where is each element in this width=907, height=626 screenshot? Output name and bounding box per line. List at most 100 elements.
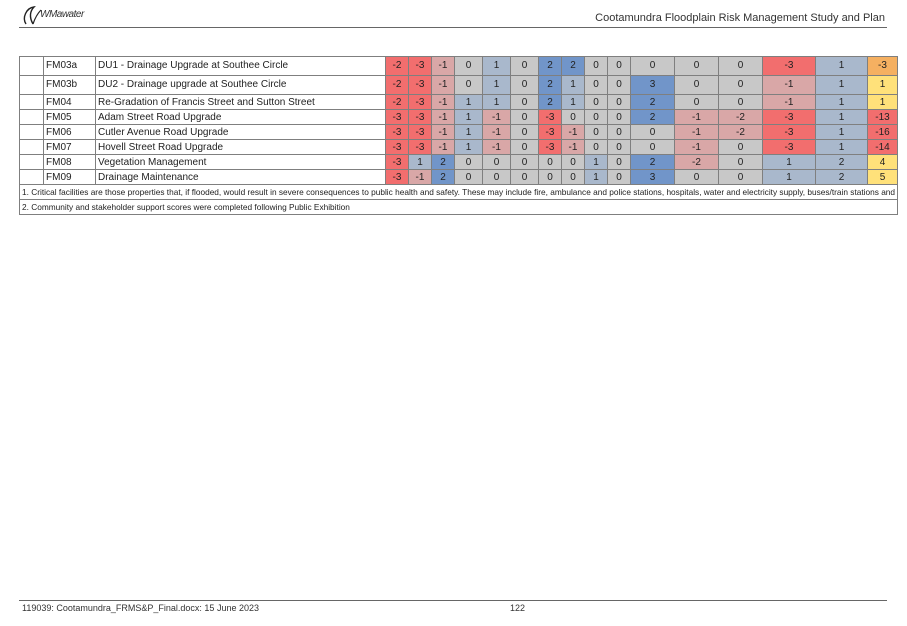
score-cell: 0 <box>607 56 631 76</box>
score-cell: -2 <box>718 124 763 140</box>
row-indent-cell <box>19 169 44 185</box>
option-id-cell: FM09 <box>43 169 96 185</box>
score-cell: -1 <box>674 124 719 140</box>
option-description-cell: DU1 - Drainage Upgrade at Southee Circle <box>95 56 386 76</box>
score-cell: 3 <box>630 75 675 95</box>
score-cell: 1 <box>561 94 585 110</box>
score-cell: -1 <box>482 139 511 155</box>
note-row-2: 2. Community and stakeholder support sco… <box>19 199 898 215</box>
score-cell: -1 <box>561 139 585 155</box>
score-cell: -1 <box>674 109 719 125</box>
row-indent-cell <box>19 139 44 155</box>
option-description-cell: Re-Gradation of Francis Street and Sutto… <box>95 94 386 110</box>
wmawater-logo <box>23 6 42 25</box>
score-cell: -1 <box>431 139 455 155</box>
score-cell: 0 <box>510 56 539 76</box>
score-cell: 0 <box>718 56 763 76</box>
score-cell: 2 <box>431 154 455 170</box>
score-cell: -1 <box>674 139 719 155</box>
score-cell: -2 <box>718 109 763 125</box>
score-cell: 0 <box>607 169 631 185</box>
score-cell: 0 <box>482 154 511 170</box>
score-cell: -2 <box>674 154 719 170</box>
score-cell: 1 <box>482 94 511 110</box>
score-cell: -2 <box>385 94 409 110</box>
score-cell: -1 <box>431 109 455 125</box>
score-cell: 1 <box>408 154 432 170</box>
score-cell: 0 <box>510 109 539 125</box>
score-cell: 1 <box>454 124 483 140</box>
score-cell: -1 <box>482 109 511 125</box>
table-row: FM06 Cutler Avenue Road Upgrade -3 -3 -1 1 -1 0… <box>19 124 898 140</box>
option-id-cell: FM06 <box>43 124 96 140</box>
score-cell: -3 <box>385 169 409 185</box>
score-cell: 2 <box>630 94 675 110</box>
score-cell: 0 <box>561 154 585 170</box>
total-score-cell: 4 <box>867 154 898 170</box>
total-score-cell: 1 <box>867 94 898 110</box>
score-cell: 0 <box>538 154 562 170</box>
score-cell: 0 <box>674 75 719 95</box>
score-cell: 0 <box>510 139 539 155</box>
score-cell: 0 <box>607 75 631 95</box>
score-cell: -1 <box>762 94 816 110</box>
score-cell: 0 <box>607 109 631 125</box>
score-cell: 0 <box>674 169 719 185</box>
score-cell: -1 <box>431 56 455 76</box>
score-cell: 0 <box>510 75 539 95</box>
score-cell: 2 <box>630 109 675 125</box>
table-row: FM04 Re-Gradation of Francis Street and S… <box>19 94 898 110</box>
score-cell: -3 <box>385 154 409 170</box>
score-cell: -1 <box>561 124 585 140</box>
option-description-cell: DU2 - Drainage upgrade at Southee Circle <box>95 75 386 95</box>
logo-text: WMawater <box>40 9 84 20</box>
score-cell: 0 <box>607 124 631 140</box>
score-cell: 1 <box>815 109 868 125</box>
option-description-cell: Adam Street Road Upgrade <box>95 109 386 125</box>
score-cell: 0 <box>718 169 763 185</box>
score-cell: -1 <box>762 75 816 95</box>
score-cell: 1 <box>482 75 511 95</box>
score-cell: -3 <box>408 124 432 140</box>
option-description-cell: Cutler Avenue Road Upgrade <box>95 124 386 140</box>
row-indent-cell <box>19 56 44 76</box>
option-description-cell: Hovell Street Road Upgrade <box>95 139 386 155</box>
score-cell: -2 <box>385 56 409 76</box>
score-cell: 0 <box>674 56 719 76</box>
score-cell: 0 <box>454 56 483 76</box>
score-cell: 3 <box>630 169 675 185</box>
score-cell: 0 <box>584 75 608 95</box>
score-cell: 1 <box>584 169 608 185</box>
score-cell: 0 <box>630 124 675 140</box>
page-number: 122 <box>510 603 526 613</box>
score-cell: 0 <box>510 94 539 110</box>
score-cell: 0 <box>584 139 608 155</box>
score-cell: 0 <box>718 94 763 110</box>
score-cell: 1 <box>454 109 483 125</box>
score-cell: -3 <box>538 139 562 155</box>
score-cell: 1 <box>815 56 868 76</box>
score-cell: 0 <box>607 154 631 170</box>
total-score-cell: -16 <box>867 124 898 140</box>
score-cell: 0 <box>584 109 608 125</box>
row-indent-cell <box>19 109 44 125</box>
score-cell: 1 <box>815 139 868 155</box>
document-title: Cootamundra Floodplain Risk Management S… <box>595 12 885 24</box>
option-id-cell: FM04 <box>43 94 96 110</box>
score-cell: 0 <box>510 124 539 140</box>
score-cell: 1 <box>454 94 483 110</box>
score-cell: -1 <box>431 94 455 110</box>
score-cell: -1 <box>431 124 455 140</box>
score-cell: 0 <box>718 154 763 170</box>
option-id-cell: FM03a <box>43 56 96 76</box>
score-cell: 2 <box>561 56 585 76</box>
score-cell: 0 <box>674 94 719 110</box>
total-score-cell: -13 <box>867 109 898 125</box>
score-cell: 0 <box>584 94 608 110</box>
table-row: FM03b DU2 - Drainage upgrade at Southee C… <box>19 75 898 95</box>
footer-divider <box>19 600 887 601</box>
score-cell: 0 <box>561 109 585 125</box>
score-cell: -3 <box>762 109 816 125</box>
table-row: FM09 Drainage Maintenance -3 -1 2 0 0 0 0 0 1 0 3 0 0 1… <box>19 169 898 185</box>
score-cell: -3 <box>538 124 562 140</box>
